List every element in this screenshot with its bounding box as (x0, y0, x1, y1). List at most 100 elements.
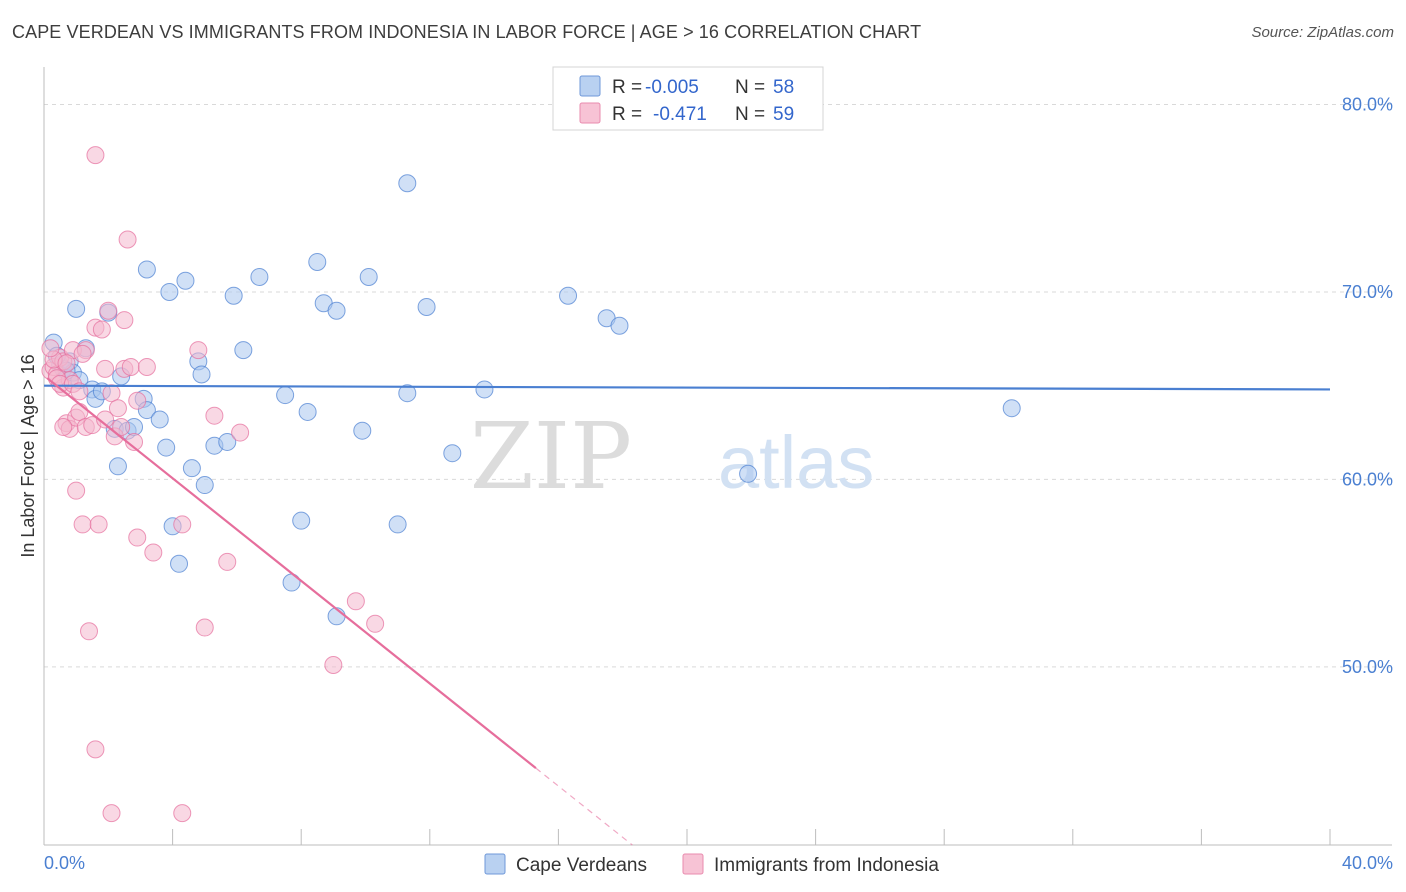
trend-line-extension (535, 767, 633, 846)
trend-line-cape-verdeans (43, 384, 1331, 391)
point-cape-verdeans (298, 402, 317, 421)
legend-r-label-2: R = (612, 104, 642, 125)
legend-label-immigrants: Immigrants from Indonesia (714, 855, 939, 876)
y-tick-label: 80.0% (1342, 94, 1393, 114)
legend-n-label-2: N = (735, 104, 765, 125)
point-cape-verdeans (150, 410, 169, 429)
point-cape-verdeans (192, 365, 211, 384)
point-cape-verdeans (417, 297, 436, 316)
watermark: ZIP atlas (470, 403, 874, 510)
point-immigrants-from-indonesia (80, 622, 99, 641)
point-cape-verdeans (218, 432, 237, 451)
point-immigrants-from-indonesia (73, 515, 92, 534)
point-cape-verdeans (610, 316, 629, 335)
point-immigrants-from-indonesia (70, 402, 89, 421)
point-cape-verdeans (276, 386, 295, 405)
point-cape-verdeans (234, 341, 253, 360)
point-cape-verdeans (559, 286, 578, 305)
legend-swatch-immigrants (682, 853, 704, 875)
legend-n-label-1: N = (735, 77, 765, 98)
point-immigrants-from-indonesia (99, 301, 118, 320)
point-immigrants-from-indonesia (86, 146, 105, 165)
grid-lines (44, 103, 1392, 668)
correlation-legend: R = -0.005 N = 58 R = -0.471 N = 59 (552, 66, 824, 131)
point-immigrants-from-indonesia (96, 410, 115, 429)
point-immigrants-from-indonesia (96, 359, 115, 378)
point-immigrants-from-indonesia (121, 357, 140, 376)
point-immigrants-from-indonesia (86, 740, 105, 759)
point-immigrants-from-indonesia (102, 384, 121, 403)
point-immigrants-from-indonesia (108, 399, 127, 418)
point-immigrants-from-indonesia (324, 656, 343, 675)
point-immigrants-from-indonesia (41, 339, 60, 358)
point-immigrants-from-indonesia (118, 230, 137, 249)
point-cape-verdeans (398, 384, 417, 403)
point-cape-verdeans (308, 252, 327, 271)
point-immigrants-from-indonesia (218, 552, 237, 571)
series-cape-verdeans (44, 174, 1021, 626)
point-cape-verdeans (176, 271, 195, 290)
point-cape-verdeans (224, 286, 243, 305)
point-cape-verdeans (443, 444, 462, 463)
point-cape-verdeans (388, 515, 407, 534)
point-cape-verdeans (157, 438, 176, 457)
point-immigrants-from-indonesia (189, 341, 208, 360)
point-immigrants-from-indonesia (89, 515, 108, 534)
y-axis-title: In Labor Force | Age > 16 (18, 354, 38, 557)
point-cape-verdeans (292, 511, 311, 530)
series-immigrants-from-indonesia (41, 146, 385, 823)
legend-r-label-1: R = (612, 77, 642, 98)
point-cape-verdeans (67, 299, 86, 318)
point-immigrants-from-indonesia (128, 528, 147, 547)
trend-line-immigrants (46, 377, 537, 769)
point-immigrants-from-indonesia (54, 417, 73, 436)
point-immigrants-from-indonesia (137, 357, 156, 376)
point-immigrants-from-indonesia (70, 382, 89, 401)
y-tick-label: 50.0% (1342, 657, 1393, 677)
legend-r-value-2: -0.471 (653, 104, 707, 125)
point-immigrants-from-indonesia (112, 417, 131, 436)
point-cape-verdeans (1002, 399, 1021, 418)
legend-swatch-blue (579, 75, 601, 97)
y-tick-label: 60.0% (1342, 469, 1393, 489)
legend-label-cape-verdeans: Cape Verdeans (516, 855, 647, 876)
point-immigrants-from-indonesia (102, 804, 121, 823)
x-tick-label: 40.0% (1342, 853, 1393, 873)
axes (43, 67, 1392, 846)
point-immigrants-from-indonesia (92, 320, 111, 339)
point-immigrants-from-indonesia (346, 592, 365, 611)
trend-lines (43, 377, 1331, 846)
watermark-atlas: atlas (718, 421, 874, 504)
point-cape-verdeans (359, 267, 378, 286)
point-cape-verdeans (250, 267, 269, 286)
point-immigrants-from-indonesia (231, 423, 250, 442)
point-immigrants-from-indonesia (67, 481, 86, 500)
point-immigrants-from-indonesia (173, 515, 192, 534)
point-cape-verdeans (160, 282, 179, 301)
y-tick-labels: 50.0% 60.0% 70.0% 80.0% (1342, 94, 1393, 676)
legend-r-value-1: -0.005 (645, 77, 699, 98)
chart-title: CAPE VERDEAN VS IMMIGRANTS FROM INDONESI… (12, 22, 922, 42)
point-immigrants-from-indonesia (173, 804, 192, 823)
point-cape-verdeans (398, 174, 417, 193)
point-cape-verdeans (137, 260, 156, 279)
point-immigrants-from-indonesia (144, 543, 163, 562)
point-immigrants-from-indonesia (205, 406, 224, 425)
point-immigrants-from-indonesia (195, 618, 214, 637)
point-immigrants-from-indonesia (128, 391, 147, 410)
point-immigrants-from-indonesia (73, 344, 92, 363)
legend-n-value-2: 59 (773, 104, 794, 125)
series-legend: Cape Verdeans Immigrants from Indonesia (484, 853, 939, 876)
legend-swatch-pink (579, 102, 601, 124)
point-immigrants-from-indonesia (366, 614, 385, 633)
point-cape-verdeans (170, 554, 189, 573)
watermark-zip: ZIP (470, 403, 632, 510)
legend-n-value-1: 58 (773, 77, 794, 98)
point-cape-verdeans (739, 464, 758, 483)
source-attribution: Source: ZipAtlas.com (1251, 24, 1394, 41)
x-tick-labels: 0.0% 40.0% (44, 829, 1393, 873)
point-immigrants-from-indonesia (115, 311, 134, 330)
point-cape-verdeans (195, 476, 214, 495)
y-tick-label: 70.0% (1342, 282, 1393, 302)
